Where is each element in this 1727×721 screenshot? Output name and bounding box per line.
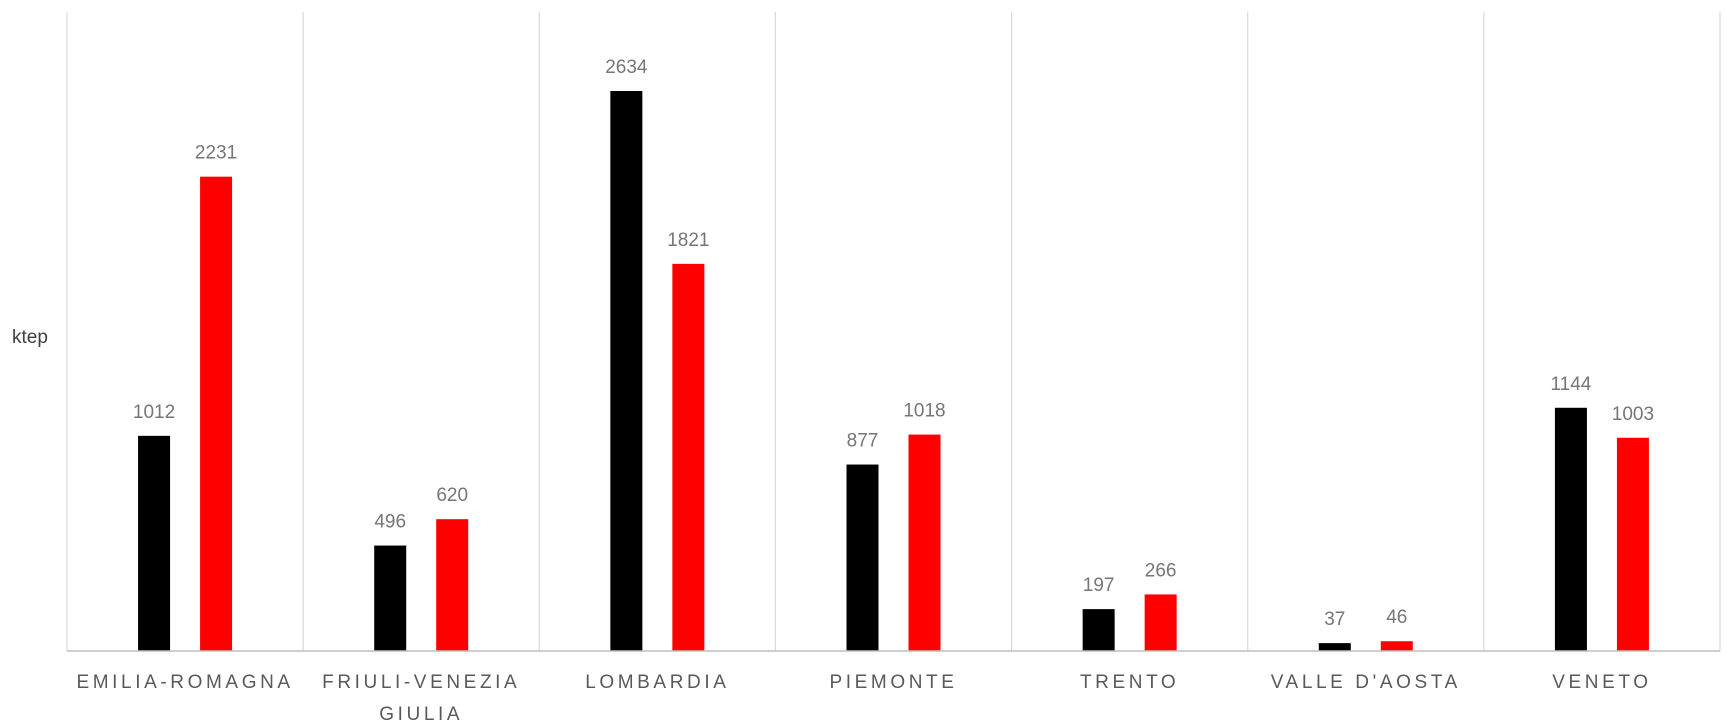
bar-series-1-category-3 xyxy=(610,91,643,651)
category-label: PIEMONTE xyxy=(829,672,957,693)
category-label: LOMBARDIA xyxy=(585,672,729,693)
data-label: 1821 xyxy=(667,230,709,251)
data-label: 2231 xyxy=(195,143,237,164)
bar-series-1-category-4 xyxy=(846,464,879,651)
data-label: 46 xyxy=(1386,607,1407,628)
category-label: FRIULI-VENEZIA xyxy=(322,672,520,693)
bar-series-1-category-6 xyxy=(1318,643,1351,651)
data-label: 1018 xyxy=(903,401,945,422)
data-label: 266 xyxy=(1145,560,1177,581)
data-label: 37 xyxy=(1324,609,1345,630)
category-separators xyxy=(66,12,1721,651)
data-label: 197 xyxy=(1083,575,1115,596)
data-label: 2634 xyxy=(605,57,648,78)
data-label: 496 xyxy=(374,512,406,533)
bar-series-2-category-5 xyxy=(1144,594,1177,651)
y-axis-label: ktep xyxy=(12,327,48,348)
bar-series-2-category-1 xyxy=(200,176,233,652)
category-label: EMILIA-ROMAGNA xyxy=(76,672,293,693)
data-label: 1144 xyxy=(1550,374,1591,395)
data-label: 1003 xyxy=(1612,404,1654,425)
bar-series-1-category-7 xyxy=(1554,407,1587,651)
bars xyxy=(138,91,1649,652)
data-labels: 1012 496 2634 877 197 37 1144 2231 620 1821 1018 26… xyxy=(133,57,1654,630)
data-label: 1012 xyxy=(133,402,175,423)
bar-series-2-category-4 xyxy=(908,434,941,651)
data-label: 877 xyxy=(847,431,879,452)
bar-series-2-category-7 xyxy=(1616,437,1649,651)
category-label: GIULIA xyxy=(379,704,463,721)
category-label: VENETO xyxy=(1552,672,1651,693)
category-label: VALLE D'AOSTA xyxy=(1271,672,1461,693)
bar-series-2-category-2 xyxy=(436,519,469,651)
category-labels: EMILIA-ROMAGNA FRIULI-VENEZIA GIULIA LOMBAR… xyxy=(76,672,1651,721)
bar-series-2-category-3 xyxy=(672,263,705,651)
bar-series-2-category-6 xyxy=(1380,641,1413,651)
data-label: 620 xyxy=(436,485,468,506)
bar-series-1-category-1 xyxy=(138,435,171,651)
bar-series-1-category-2 xyxy=(374,545,407,651)
category-label: TRENTO xyxy=(1080,672,1179,693)
bar-series-1-category-5 xyxy=(1082,609,1115,651)
